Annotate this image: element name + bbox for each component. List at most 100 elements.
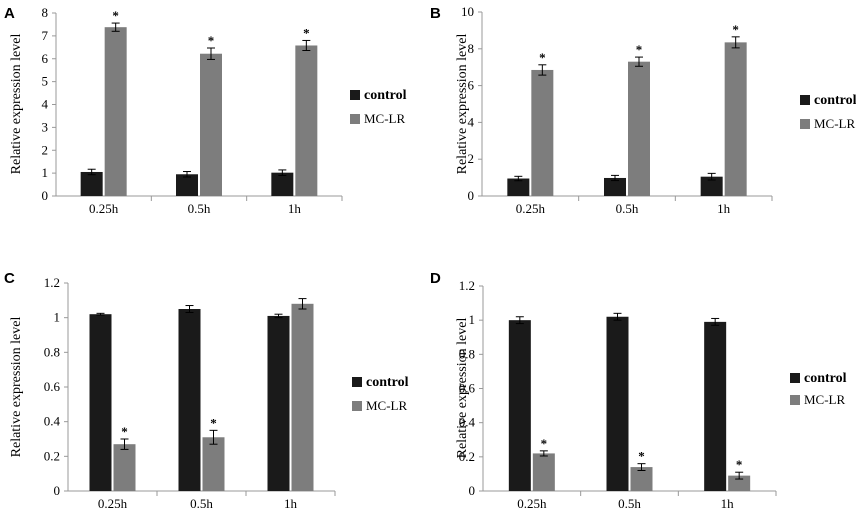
y-tick-label: 0 bbox=[42, 188, 49, 203]
x-tick-label: 0.5h bbox=[616, 201, 639, 216]
x-tick-label: 0.5h bbox=[618, 496, 641, 510]
y-tick-label: 0.8 bbox=[44, 344, 60, 359]
bar-control bbox=[80, 171, 103, 196]
y-tick-label: 1 bbox=[469, 312, 476, 327]
bar-control bbox=[704, 321, 727, 491]
y-tick-label: 0.8 bbox=[459, 346, 475, 361]
bar-control bbox=[508, 320, 531, 491]
bar-mc-lr bbox=[200, 53, 222, 196]
significance-marker: * bbox=[636, 42, 643, 57]
bar-mc-lr bbox=[295, 45, 318, 196]
bar-mc-lr bbox=[104, 27, 127, 197]
legend-label-mc-lr: MC-LR bbox=[366, 398, 408, 413]
y-tick-label: 8 bbox=[468, 41, 475, 56]
bar-mc-lr bbox=[531, 69, 554, 196]
legend: control MC-LR bbox=[790, 371, 847, 407]
panel-a: A 0 1 2 3 4 5 6 7 8 Relative expression level 0.25h… bbox=[4, 5, 407, 216]
bar-mc-lr bbox=[291, 303, 314, 491]
y-tick-label: 0.4 bbox=[44, 414, 61, 429]
legend-swatch-mc-lr bbox=[790, 395, 800, 405]
legend-label-mc-lr: MC-LR bbox=[804, 392, 846, 407]
y-tick-label: 1.2 bbox=[459, 278, 475, 293]
y-tick-label: 5 bbox=[42, 74, 49, 89]
bar-mc-lr bbox=[628, 61, 650, 197]
y-tick-label: 2 bbox=[42, 142, 49, 157]
y-tick-label: 0.6 bbox=[44, 379, 61, 394]
legend-swatch-mc-lr bbox=[352, 401, 362, 411]
significance-marker: * bbox=[539, 50, 546, 65]
legend-swatch-control bbox=[350, 90, 360, 100]
legend-label-control: control bbox=[364, 88, 407, 103]
y-tick-label: 0.4 bbox=[459, 415, 476, 430]
y-tick-label: 0 bbox=[469, 483, 476, 498]
bar-control bbox=[89, 314, 112, 491]
significance-marker: * bbox=[638, 449, 645, 464]
x-tick-label: 1h bbox=[721, 496, 735, 510]
bar-control bbox=[176, 174, 198, 196]
y-tick-label: 1 bbox=[42, 165, 49, 180]
y-tick-label: 0 bbox=[54, 483, 61, 498]
y-tick-label: 1 bbox=[54, 310, 61, 325]
y-axis-label: Relative expression level bbox=[455, 34, 470, 175]
legend-swatch-control bbox=[800, 95, 810, 105]
bar-control bbox=[178, 309, 201, 491]
bar-mc-lr bbox=[532, 453, 555, 491]
legend-swatch-mc-lr bbox=[350, 114, 360, 124]
x-tick-label: 0.25h bbox=[516, 201, 546, 216]
y-tick-label: 8 bbox=[42, 5, 49, 20]
bar-control bbox=[604, 177, 626, 196]
y-tick-label: 3 bbox=[42, 119, 49, 134]
x-tick-label: 1h bbox=[288, 201, 302, 216]
y-tick-label: 1.2 bbox=[44, 275, 60, 290]
y-tick-label: 7 bbox=[42, 28, 49, 43]
bar-control bbox=[271, 172, 294, 196]
significance-marker: * bbox=[210, 415, 217, 430]
y-tick-label: 2 bbox=[468, 151, 475, 166]
legend-label-control: control bbox=[366, 375, 409, 390]
bar-mc-lr bbox=[724, 42, 747, 196]
y-axis-label: Relative expression level bbox=[9, 34, 24, 175]
panel-b: B 0 2 4 6 8 10 Relative expression level 0.25h * 0… bbox=[430, 4, 856, 216]
bar-mc-lr bbox=[202, 437, 225, 491]
significance-marker: * bbox=[208, 33, 215, 48]
x-tick-label: 0.25h bbox=[517, 496, 547, 510]
legend-label-mc-lr: MC-LR bbox=[814, 116, 856, 131]
y-tick-label: 0.2 bbox=[44, 448, 60, 463]
significance-marker: * bbox=[303, 25, 310, 40]
panel-letter: C bbox=[4, 270, 15, 287]
bar-control bbox=[507, 178, 530, 196]
bar-control bbox=[606, 316, 629, 491]
y-tick-label: 0.2 bbox=[459, 449, 475, 464]
significance-marker: * bbox=[121, 424, 128, 439]
legend: control MC-LR bbox=[352, 375, 409, 413]
y-tick-label: 0.6 bbox=[459, 381, 476, 396]
panel-letter: A bbox=[4, 5, 15, 22]
legend: control MC-LR bbox=[800, 93, 856, 131]
significance-marker: * bbox=[736, 457, 743, 472]
bar-mc-lr bbox=[728, 475, 751, 491]
y-tick-label: 6 bbox=[468, 78, 475, 93]
panel-letter: D bbox=[430, 270, 441, 287]
x-tick-label: 0.5h bbox=[188, 201, 211, 216]
panel-c: C 0 0.2 0.4 0.6 0.8 1 1.2 Relative expression le… bbox=[4, 270, 409, 510]
y-tick-label: 10 bbox=[461, 4, 474, 19]
x-tick-label: 0.25h bbox=[89, 201, 119, 216]
legend-swatch-control bbox=[352, 377, 362, 387]
significance-marker: * bbox=[112, 8, 119, 23]
legend-label-control: control bbox=[814, 93, 856, 108]
legend-swatch-mc-lr bbox=[800, 119, 810, 129]
x-tick-label: 1h bbox=[717, 201, 731, 216]
y-tick-label: 4 bbox=[468, 114, 475, 129]
y-axis-label: Relative expression level bbox=[455, 318, 470, 459]
x-tick-label: 1h bbox=[284, 496, 298, 510]
y-axis-label: Relative expression level bbox=[9, 317, 24, 458]
significance-marker: * bbox=[732, 22, 739, 37]
y-tick-label: 6 bbox=[42, 51, 49, 66]
bar-mc-lr bbox=[113, 444, 136, 491]
significance-marker: * bbox=[541, 436, 548, 451]
bar-mc-lr bbox=[630, 467, 653, 491]
y-tick-label: 0 bbox=[468, 188, 475, 203]
x-tick-label: 0.5h bbox=[190, 496, 213, 510]
bar-control bbox=[267, 315, 290, 491]
